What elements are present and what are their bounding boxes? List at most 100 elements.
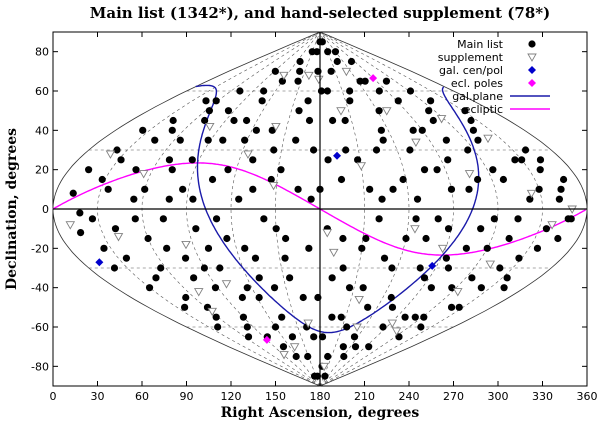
main-list-point [474, 175, 482, 184]
main-list-point [251, 254, 260, 262]
main-list-point [271, 323, 280, 331]
main-list-point [477, 284, 485, 292]
main-list-point [511, 156, 519, 164]
main-list-point [366, 185, 374, 193]
main-list-point [292, 352, 300, 361]
main-list-point [100, 244, 108, 252]
main-list-point [418, 126, 426, 134]
main-list-point [243, 323, 251, 331]
main-list-point [542, 225, 551, 233]
main-list-point [159, 215, 167, 223]
main-list-point [469, 126, 478, 134]
legend-label: gal. cen/pol [439, 64, 503, 77]
main-list-point [270, 284, 279, 292]
main-list-point [362, 234, 370, 243]
main-list-point [500, 284, 508, 292]
main-list-point [294, 185, 302, 193]
main-list-point [122, 254, 131, 262]
main-list-point [505, 234, 513, 243]
legend-ecl-swatch [528, 79, 536, 87]
main-list-point [279, 343, 288, 351]
main-list-point [345, 284, 354, 292]
main-list-point [375, 107, 383, 115]
main-list-point [401, 313, 409, 321]
main-list-point [204, 136, 212, 144]
main-list-point [389, 185, 397, 193]
supplement-point [207, 307, 218, 317]
main-list-point [88, 215, 97, 223]
main-list-point [249, 156, 257, 164]
main-list-point [241, 136, 249, 144]
supplement-point [319, 362, 329, 372]
main-list-point [190, 274, 198, 282]
main-list-point [447, 185, 456, 193]
x-tick-label: 60 [135, 390, 149, 403]
supplement-point [356, 162, 367, 171]
main-list-point [461, 107, 469, 115]
main-list-point [477, 225, 485, 233]
main-list-point [399, 175, 407, 184]
main-list-point [442, 254, 450, 262]
y-tick-label: -40 [31, 282, 49, 295]
main-list-point [242, 116, 251, 125]
main-list-point [299, 293, 307, 302]
main-list-point [420, 166, 429, 174]
main-list-point [141, 185, 149, 193]
main-list-point [181, 254, 190, 262]
main-list-point [176, 136, 184, 144]
supplement-point [547, 221, 557, 230]
main-list-point [249, 185, 257, 193]
main-list-point [244, 333, 253, 341]
supplement-point [65, 221, 76, 230]
supplement-point [289, 343, 300, 352]
main-list-point [188, 156, 196, 164]
main-list-point [202, 97, 210, 105]
main-list-point [427, 97, 435, 105]
main-list-point [434, 215, 442, 223]
x-tick-label: 240 [399, 390, 420, 403]
legend-marker-swatch [528, 40, 536, 48]
main-list-point [182, 293, 190, 302]
main-list-point [296, 57, 304, 66]
main-list-point [464, 146, 472, 154]
main-list-point [442, 136, 450, 144]
main-list-point [406, 146, 414, 154]
main-list-point [230, 116, 238, 125]
main-list-point [417, 323, 425, 331]
main-list-point [168, 166, 176, 174]
legend-label: ecl. poles [451, 77, 503, 90]
main-list-point [321, 372, 329, 380]
main-list-point [323, 87, 332, 95]
supplement-point [526, 189, 537, 199]
main-list-point [425, 107, 433, 115]
main-list-point [216, 264, 224, 272]
main-list-point [211, 284, 220, 292]
main-list-point [474, 136, 482, 144]
main-list-point [382, 77, 391, 85]
main-list-point [272, 225, 280, 233]
main-list-point [339, 343, 347, 351]
supplement-point [322, 229, 333, 238]
main-list-point [295, 107, 303, 115]
main-list-point [305, 116, 314, 125]
x-tick-label: 360 [577, 390, 598, 403]
main-list-point [536, 156, 545, 164]
points-layer [65, 38, 577, 380]
main-list-point [219, 136, 227, 144]
main-list-point [340, 352, 348, 361]
main-list-point [292, 136, 300, 144]
main-list-point [328, 313, 336, 321]
y-axis-label: Declination, degrees [4, 128, 20, 290]
main-list-point [420, 274, 429, 282]
main-list-point [270, 146, 278, 154]
main-list-point [309, 146, 318, 154]
main-list-point [406, 87, 415, 95]
main-list-point [117, 156, 125, 164]
main-list-point [346, 87, 354, 95]
supplement-point [328, 248, 339, 258]
supplement-point [436, 115, 447, 124]
main-list-point [204, 244, 213, 252]
main-list-point [346, 97, 354, 105]
main-list-point [429, 116, 437, 125]
main-list-point [514, 215, 522, 223]
